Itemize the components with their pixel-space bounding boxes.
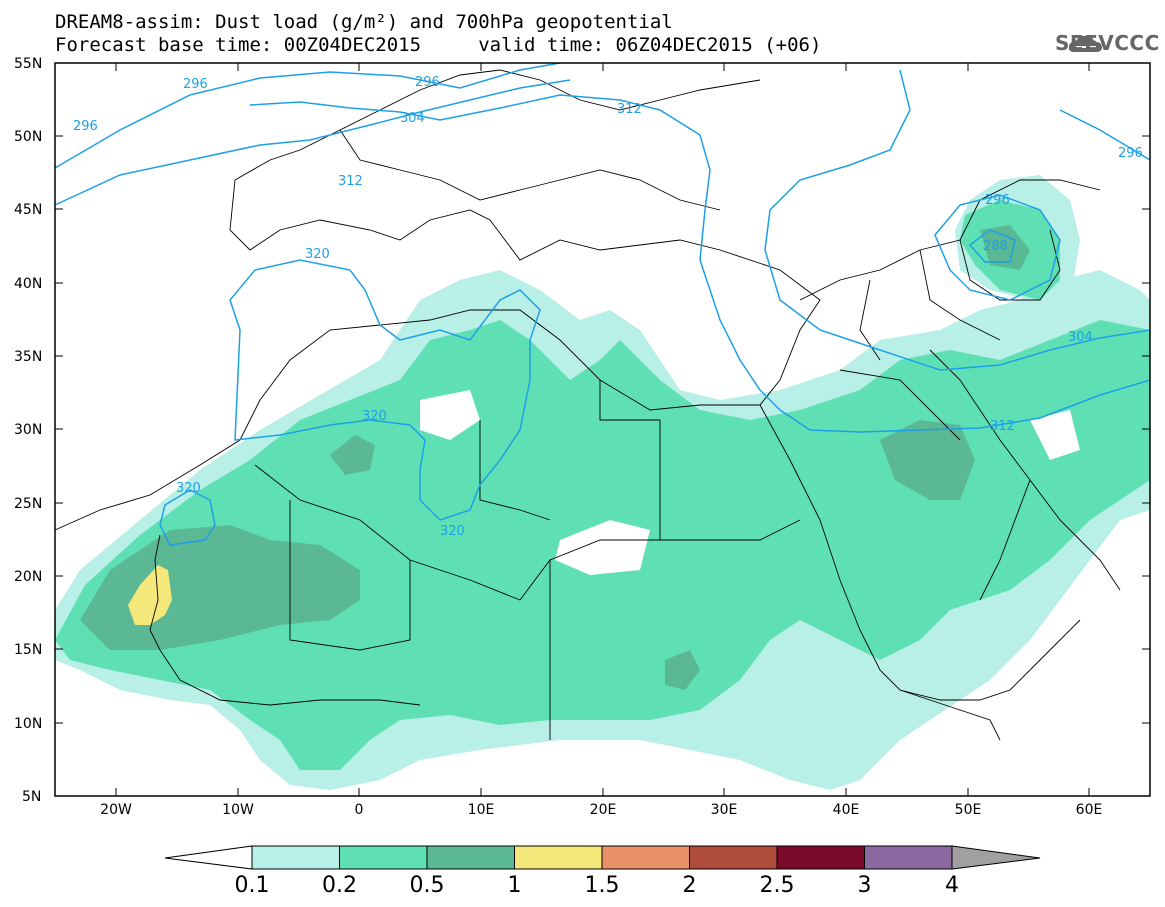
lat-label: 25N	[14, 496, 42, 512]
lon-label: 0	[355, 802, 364, 818]
colorbar-label: 1	[508, 873, 522, 898]
isoline-label: 304	[400, 111, 425, 126]
latitude-labels: 55N 50N 45N 40N 35N 30N 25N 20N 15N 10N …	[14, 56, 42, 805]
colorbar-swatch	[776, 845, 865, 870]
longitude-labels: 20W 10W 0 10E 20E 30E 40E 50E 60E	[100, 802, 1102, 818]
colorbar-swatch	[339, 845, 428, 870]
map-title: DREAM8-assim: Dust load (g/m²) and 700hP…	[55, 11, 673, 33]
colorbar-label: 1.5	[585, 873, 620, 898]
isoline-label: 312	[617, 102, 642, 117]
colorbar-swatch	[951, 845, 1041, 870]
isoline-label: 312	[338, 174, 363, 189]
isoline-label: 288	[983, 239, 1008, 254]
isoline-label: 312	[990, 419, 1015, 434]
colorbar-labels: 0.1 0.2 0.5 1 1.5 2 2.5 3 4	[235, 873, 960, 898]
colorbar-label: 0.5	[410, 873, 445, 898]
colorbar-swatch	[426, 845, 515, 870]
lat-label: 45N	[14, 202, 42, 218]
colorbar	[164, 845, 1041, 870]
lat-label: 35N	[14, 349, 42, 365]
colorbar-swatch	[689, 845, 778, 870]
colorbar-label: 4	[945, 873, 959, 898]
lon-label: 10E	[468, 802, 495, 818]
colorbar-swatch	[601, 845, 690, 870]
lat-label: 20N	[14, 569, 42, 585]
geopotential-isolines	[54, 62, 1151, 546]
lon-label: 60E	[1076, 802, 1103, 818]
colorbar-swatch	[164, 845, 253, 870]
seevccc-logo: SEEVCCC	[1055, 31, 1160, 55]
colorbar-label: 2.5	[760, 873, 795, 898]
colorbar-swatch	[251, 845, 340, 870]
isoline-label: 320	[305, 247, 330, 262]
isoline-label: 296	[415, 75, 440, 90]
lon-label: 20E	[590, 802, 617, 818]
isoline-label: 320	[176, 481, 201, 496]
lat-label: 50N	[14, 129, 42, 145]
lat-label: 30N	[14, 422, 42, 438]
colorbar-label: 0.2	[322, 873, 357, 898]
isoline-label: 304	[1068, 330, 1093, 345]
colorbar-label: 2	[683, 873, 697, 898]
coastlines	[54, 69, 1121, 741]
lon-label: 40E	[833, 802, 860, 818]
lat-label: 5N	[22, 789, 41, 805]
isoline-label: 296	[985, 193, 1010, 208]
lat-label: 55N	[14, 56, 42, 72]
lat-label: 10N	[14, 716, 42, 732]
lat-label: 15N	[14, 642, 42, 658]
isoline-label: 296	[1118, 146, 1143, 161]
colorbar-label: 3	[858, 873, 872, 898]
tick-marks	[55, 62, 1150, 797]
colorbar-swatch	[864, 845, 953, 870]
lat-label: 40N	[14, 276, 42, 292]
forecast-times: Forecast base time: 00Z04DEC2015 valid t…	[55, 34, 822, 56]
dust-layer-yellow	[128, 565, 172, 625]
isoline-label: 296	[183, 77, 208, 92]
colorbar-swatch	[514, 845, 603, 870]
lon-label: 10W	[222, 802, 254, 818]
cloud-icon	[1068, 35, 1102, 52]
lon-label: 30E	[711, 802, 738, 818]
isoline-label: 320	[440, 524, 465, 539]
isoline-labels: 296 296 296 304 312 312 296 296 288 304 …	[73, 75, 1143, 539]
isoline-label: 296	[73, 119, 98, 134]
colorbar-label: 0.1	[235, 873, 270, 898]
isoline-label: 320	[362, 409, 387, 424]
lon-label: 50E	[955, 802, 982, 818]
lon-label: 20W	[100, 802, 132, 818]
